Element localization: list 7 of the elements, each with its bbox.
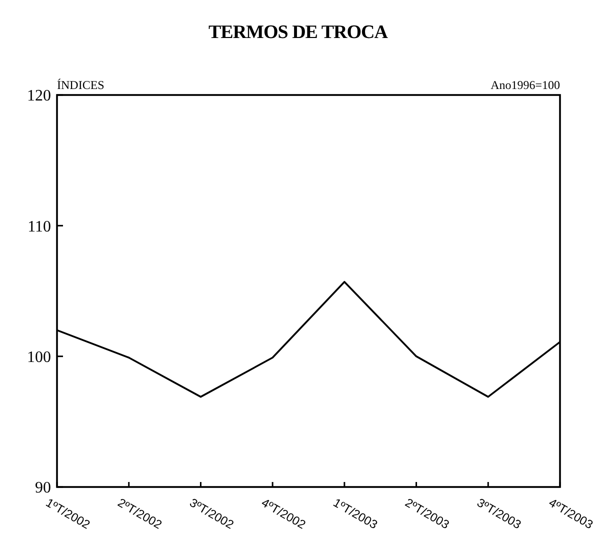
y-axis-title: ÍNDICES	[57, 78, 104, 92]
y-tick-label: 120	[27, 88, 51, 105]
y-tick-label: 100	[27, 348, 51, 366]
y-tick-label: 90	[35, 480, 51, 497]
text: Ano1996=100	[490, 78, 560, 92]
y-tick-label: 110	[28, 218, 51, 236]
chart-title: TERMOS DE TROCA	[208, 22, 388, 43]
